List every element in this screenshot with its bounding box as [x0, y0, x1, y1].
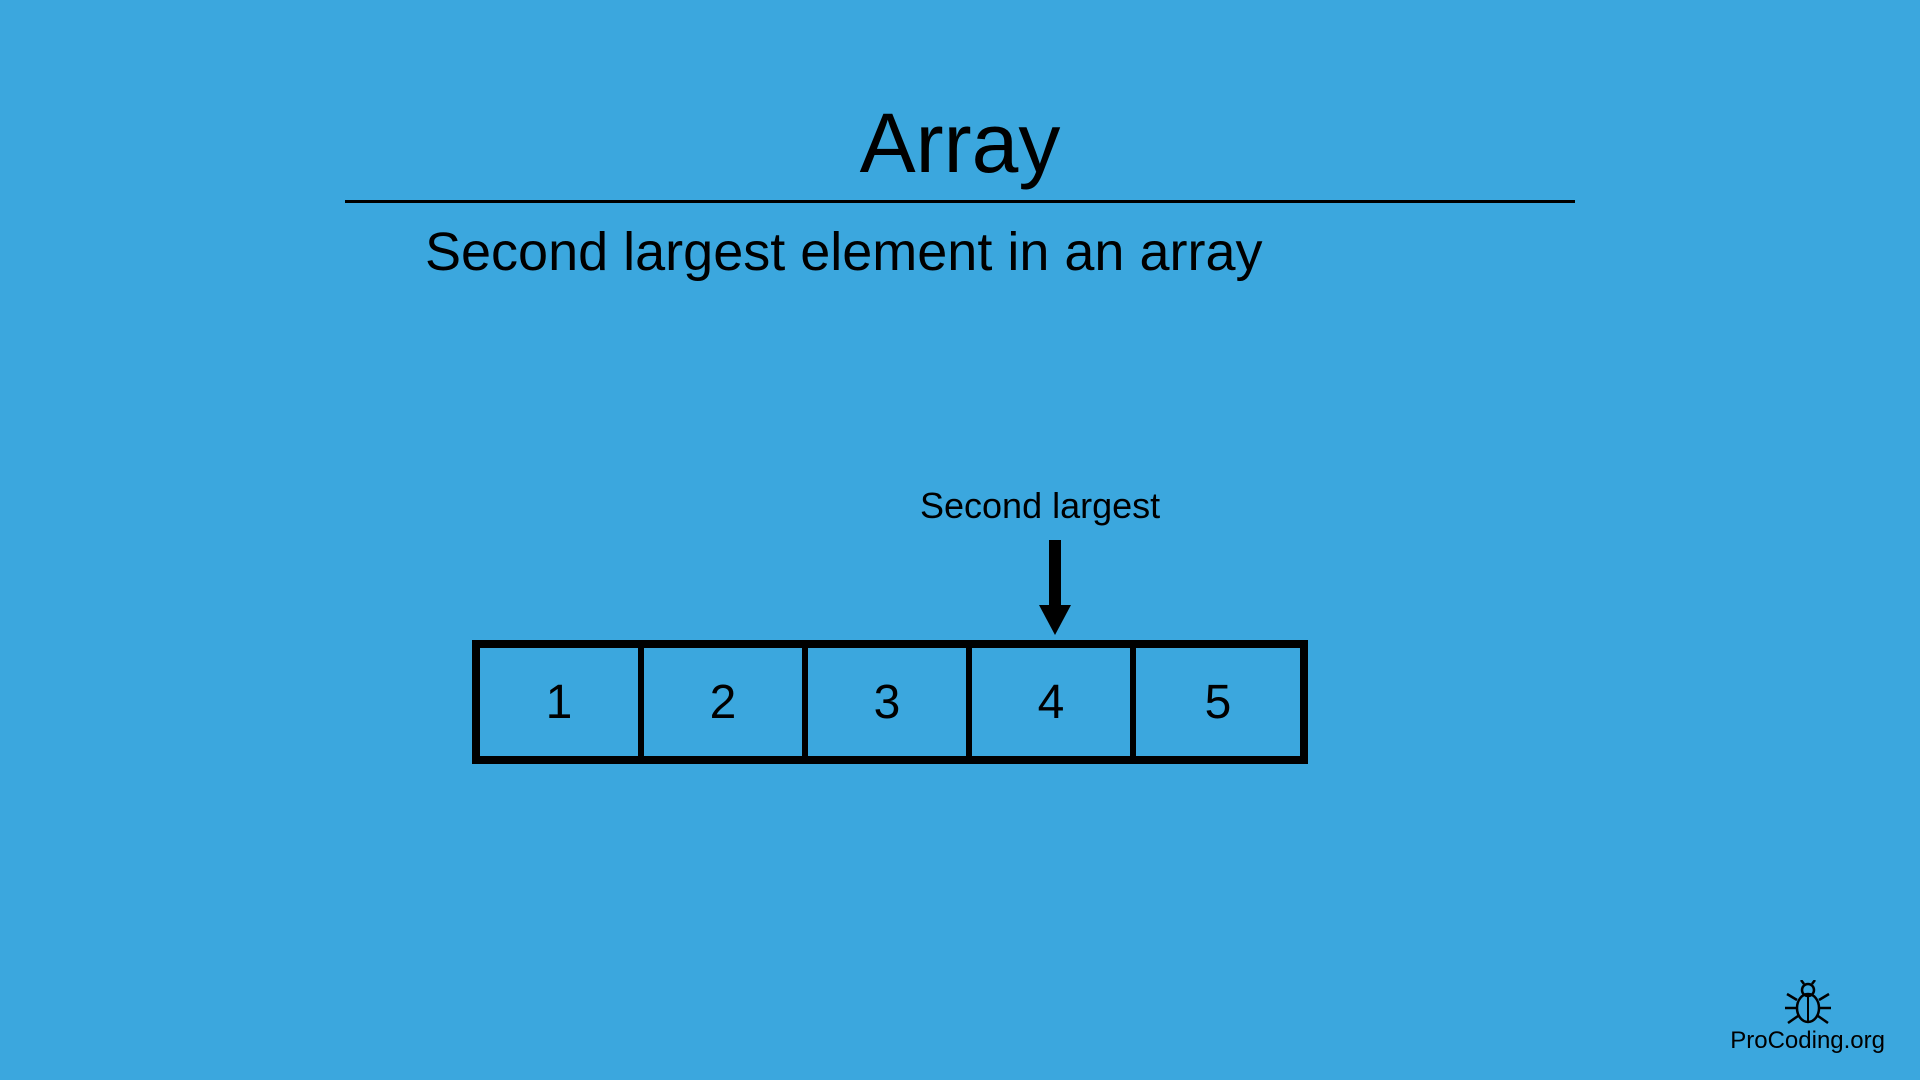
- array-cell: 3: [808, 648, 972, 756]
- bug-icon: [1783, 980, 1833, 1025]
- title-container: Array Second largest element in an array: [345, 95, 1575, 283]
- array-container: 1 2 3 4 5: [472, 640, 1308, 764]
- main-title: Array: [345, 95, 1575, 192]
- array-cell: 2: [644, 648, 808, 756]
- subtitle: Second largest element in an array: [345, 221, 1575, 283]
- array-cell: 5: [1136, 648, 1300, 756]
- array-cell: 4: [972, 648, 1136, 756]
- array-cell: 1: [480, 648, 644, 756]
- arrow-down-icon: [1035, 540, 1075, 635]
- watermark-text: ProCoding.org: [1730, 1027, 1885, 1055]
- watermark: ProCoding.org: [1730, 980, 1885, 1055]
- annotation-label: Second largest: [920, 485, 1160, 527]
- title-divider: [345, 200, 1575, 203]
